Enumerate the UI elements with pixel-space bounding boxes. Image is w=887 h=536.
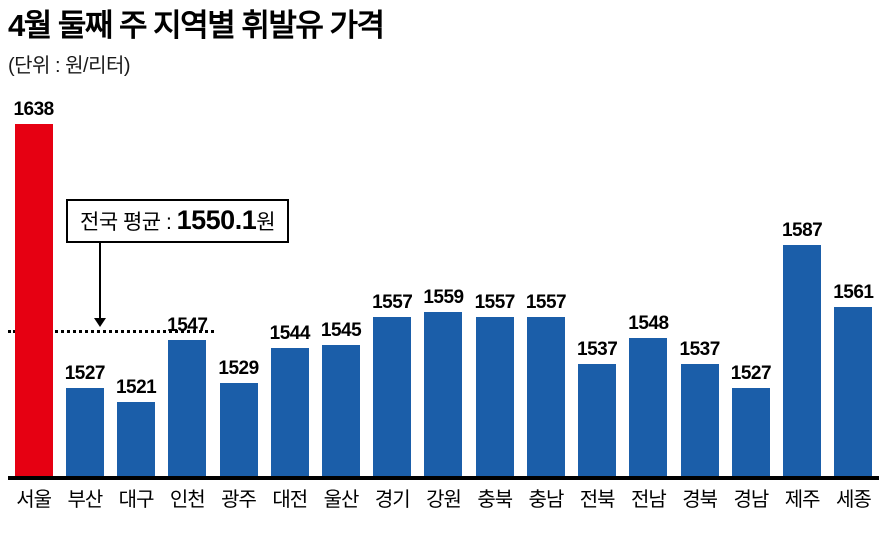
average-label-prefix: 전국 평균 : xyxy=(80,210,177,234)
bar-column: 1557 xyxy=(520,88,571,476)
x-axis-label: 경기 xyxy=(374,488,411,511)
bar-value-label: 1547 xyxy=(167,314,208,336)
bar xyxy=(834,306,873,476)
bar-column: 1527 xyxy=(725,88,776,476)
bar-value-label: 1545 xyxy=(320,319,362,341)
bar-value-label: 1548 xyxy=(628,312,669,334)
bar-value-label: 1537 xyxy=(679,338,721,360)
bar-value-label: 1527 xyxy=(64,362,106,384)
average-annotation: 전국 평균 : 1550.1원 xyxy=(66,198,290,327)
bar xyxy=(680,363,719,476)
arrow-line xyxy=(99,242,101,318)
bar xyxy=(526,316,565,476)
x-axis-label: 충남 xyxy=(528,488,565,511)
arrow-down-icon xyxy=(94,317,106,327)
bar xyxy=(373,316,412,476)
bar-column: 1548 xyxy=(623,88,674,476)
bar xyxy=(424,311,463,476)
bar-column: 1557 xyxy=(469,88,520,476)
bar xyxy=(783,244,822,476)
plot-area: 전국 평균 : 1550.1원 1638 1527 1521 1547 1529 1544… xyxy=(8,88,879,480)
bar-value-label: 1544 xyxy=(269,322,311,344)
bar-column: 1587 xyxy=(777,88,828,476)
x-axis-label: 경북 xyxy=(682,488,718,511)
bar-value-label: 1537 xyxy=(577,338,618,360)
bar-column: 1537 xyxy=(572,88,623,476)
bar-column: 1545 xyxy=(315,88,366,476)
bar xyxy=(219,382,258,476)
x-axis-label: 인천 xyxy=(169,488,206,511)
chart-unit-label: (단위 : 원/리터) xyxy=(8,54,131,77)
bar xyxy=(731,387,770,476)
bar-highlighted xyxy=(14,123,53,476)
bar-value-label: 1557 xyxy=(372,291,413,313)
x-axis-label: 강원 xyxy=(426,488,462,511)
x-axis-label: 경남 xyxy=(733,488,769,511)
bar xyxy=(578,363,617,476)
average-dotted-line xyxy=(8,329,214,333)
bar-value-label: 1559 xyxy=(423,286,464,308)
x-axis-label: 세종 xyxy=(835,488,872,511)
bar xyxy=(168,339,207,476)
bar-value-label: 1527 xyxy=(730,362,772,384)
bar xyxy=(322,344,361,476)
bar-column: 1561 xyxy=(828,88,879,476)
average-value: 1550.1 xyxy=(176,204,257,235)
bar-value-label: 1521 xyxy=(115,376,157,398)
bar-value-label: 1557 xyxy=(474,291,516,313)
bar-column: 1521 xyxy=(110,88,161,476)
bar-value-label: 1557 xyxy=(525,291,567,313)
bar-column: 1557 xyxy=(367,88,418,476)
x-axis-labels: 서울 부산 대구 인천 광주 대전 울산 경기 강원 충북 충남 전북 전남 경북 경남 제주 세종 xyxy=(8,476,879,512)
x-axis-label: 대전 xyxy=(272,488,308,511)
bar-column: 1547 xyxy=(162,88,213,476)
bar-column: 1638 xyxy=(8,88,59,476)
x-axis-label: 광주 xyxy=(221,488,257,511)
average-arrow xyxy=(94,242,106,327)
bar xyxy=(270,347,309,476)
x-axis-label: 전남 xyxy=(631,488,667,511)
average-annotation-box: 전국 평균 : 1550.1원 xyxy=(66,198,290,243)
bar xyxy=(65,387,104,476)
x-axis-label: 울산 xyxy=(323,488,360,511)
average-unit: 원 xyxy=(256,210,276,234)
bar-chart: 전국 평균 : 1550.1원 1638 1527 1521 1547 1529 1544… xyxy=(8,88,879,512)
bar-column: 1544 xyxy=(264,88,315,476)
x-axis-label: 서울 xyxy=(16,488,52,511)
bar-column: 1559 xyxy=(418,88,469,476)
bar xyxy=(629,337,668,476)
chart-title: 4월 둘째 주 지역별 휘발유 가격 xyxy=(8,8,385,43)
x-axis-label: 충북 xyxy=(477,488,513,511)
bar-value-label: 1561 xyxy=(833,281,874,303)
bar-value-label: 1638 xyxy=(13,98,54,120)
bar-value-label: 1587 xyxy=(781,219,823,241)
bar xyxy=(117,401,156,476)
bar-value-label: 1529 xyxy=(218,357,259,379)
bar xyxy=(475,316,514,476)
bar-column: 1527 xyxy=(59,88,110,476)
x-axis-label: 대구 xyxy=(118,488,155,511)
bars-container: 1638 1527 1521 1547 1529 1544 1545 1557 1559 1557… xyxy=(8,88,879,480)
x-axis-label: 제주 xyxy=(784,488,821,511)
x-axis-label: 전북 xyxy=(579,488,616,511)
x-axis-label: 부산 xyxy=(67,488,103,511)
bar-column: 1537 xyxy=(674,88,725,476)
bar-column: 1529 xyxy=(213,88,264,476)
